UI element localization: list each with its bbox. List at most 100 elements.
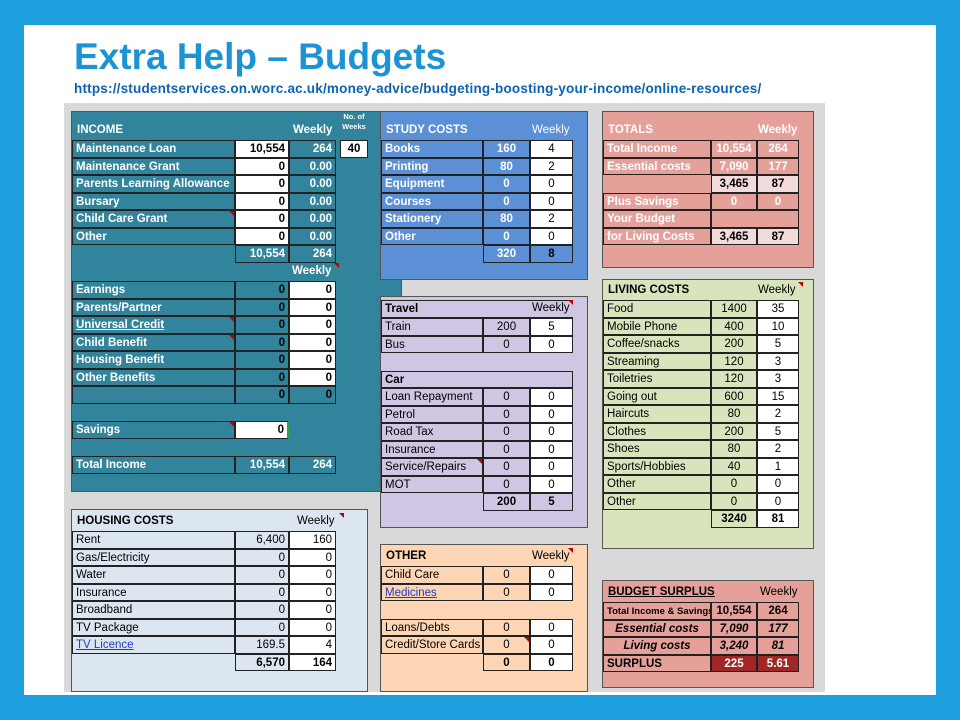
debt-value[interactable]: 0 [483,618,530,636]
car-value[interactable]: 0 [483,388,530,406]
housing-weekly[interactable]: 0 [289,566,336,584]
study-weekly: 0 [530,192,573,210]
living-weekly: 0 [757,492,799,510]
benefit-weekly[interactable]: 0 [289,298,336,316]
benefit-label[interactable]: Universal Credit [72,316,235,334]
car-weekly: 0 [530,458,573,476]
travel-value[interactable]: 200 [483,318,530,336]
travel-total-value: 200 [483,493,530,511]
benefit-weekly[interactable]: 0 [289,333,336,351]
travel-title: Travel [381,300,573,318]
weeks-header: No. of Weeks [342,112,366,131]
surplus-weekly-header: Weekly [760,586,798,598]
housing-weekly[interactable]: 0 [289,548,336,566]
totals-title: TOTALS [608,124,653,136]
study-value[interactable]: 0 [483,227,530,245]
housing-weekly[interactable]: 0 [289,601,336,619]
car-value[interactable]: 0 [483,423,530,441]
benefit-weekly[interactable]: 0 [289,316,336,334]
resource-url[interactable]: https://studentservices.on.worc.ac.uk/mo… [74,81,762,96]
living-total-value: 3240 [711,510,757,528]
living-value[interactable]: 80 [711,440,757,458]
income-label: Parents Learning Allowance [72,175,235,193]
totals-weekly: 177 [757,157,799,175]
housing-weekly[interactable]: 0 [289,583,336,601]
medicines-link[interactable]: Medicines [381,583,483,601]
study-value[interactable]: 0 [483,175,530,193]
car-weekly: 0 [530,475,573,493]
car-label: Road Tax [381,423,483,441]
surplus-value: 225 [711,654,757,672]
study-value[interactable]: 80 [483,210,530,228]
car-label: Petrol [381,405,483,423]
housing-weekly[interactable]: 160 [289,531,336,549]
budget-label-line2: for Living Costs [603,227,711,245]
living-label: Clothes [603,422,711,440]
benefit-weekly[interactable]: 0 [289,368,336,386]
income-value[interactable]: 0 [235,157,289,175]
study-weekly: 0 [530,227,573,245]
living-value[interactable]: 0 [711,492,757,510]
living-value[interactable]: 0 [711,475,757,493]
living-value[interactable]: 120 [711,352,757,370]
living-value[interactable]: 600 [711,387,757,405]
living-value[interactable]: 400 [711,317,757,335]
housing-value[interactable]: 169.5 [235,636,289,654]
study-weekly-header: Weekly [532,124,570,136]
study-value[interactable]: 160 [483,140,530,158]
living-value[interactable]: 120 [711,370,757,388]
housing-value[interactable]: 0 [235,618,289,636]
income-title: INCOME [77,124,123,136]
income-value[interactable]: 0 [235,227,289,245]
benefits-total-weekly: 0 [289,386,336,404]
living-weekly: 2 [757,405,799,423]
car-value[interactable]: 0 [483,405,530,423]
income-value[interactable]: 0 [235,210,289,228]
totals-value: 10,554 [711,140,757,158]
other-value[interactable]: 0 [483,583,530,601]
living-value[interactable]: 1400 [711,300,757,318]
benefit-weekly[interactable]: 0 [289,351,336,369]
living-value[interactable]: 200 [711,422,757,440]
car-value[interactable]: 0 [483,475,530,493]
living-value[interactable]: 200 [711,335,757,353]
living-value[interactable]: 80 [711,405,757,423]
other-weekly-header: Weekly [529,548,573,566]
benefit-weekly[interactable]: 0 [289,281,336,299]
income-value[interactable]: 0 [235,175,289,193]
housing-weekly[interactable]: 0 [289,618,336,636]
other-value[interactable]: 0 [483,566,530,584]
study-total-weekly: 8 [530,245,573,263]
study-value[interactable]: 80 [483,157,530,175]
housing-value[interactable]: 6,400 [235,531,289,549]
income-value[interactable]: 10,554 [235,140,289,158]
living-label: Other [603,492,711,510]
car-label: Loan Repayment [381,388,483,406]
tv-licence-link[interactable]: TV Licence [72,636,235,654]
study-title: STUDY COSTS [386,124,468,136]
living-value[interactable]: 40 [711,457,757,475]
study-value[interactable]: 0 [483,192,530,210]
income-value[interactable]: 0 [235,192,289,210]
living-weekly: 5 [757,335,799,353]
surplus-income-weekly: 264 [757,602,799,620]
housing-value[interactable]: 0 [235,583,289,601]
surplus-income-value: 10,554 [711,602,757,620]
benefit-value: 0 [235,368,289,386]
housing-value[interactable]: 0 [235,566,289,584]
income-subtotal-weekly: 264 [289,245,336,263]
living-costs-panel: LIVING COSTS Weekly Food 1400 35 Mobile … [602,279,814,549]
benefit-label: Other Benefits [72,368,235,386]
housing-weekly[interactable]: 4 [289,636,336,654]
income-weekly: 0.00 [289,175,336,193]
weeks-input[interactable]: 40 [340,140,368,158]
income-panel: INCOME Weekly No. of Weeks Maintenance L… [71,111,402,492]
other-weekly: 0 [530,566,573,584]
housing-value[interactable]: 0 [235,601,289,619]
savings-input[interactable]: 0 [235,421,289,439]
travel-value[interactable]: 0 [483,335,530,353]
debt-value[interactable]: 0 [483,636,530,654]
car-value[interactable]: 0 [483,440,530,458]
car-value[interactable]: 0 [483,458,530,476]
housing-value[interactable]: 0 [235,548,289,566]
